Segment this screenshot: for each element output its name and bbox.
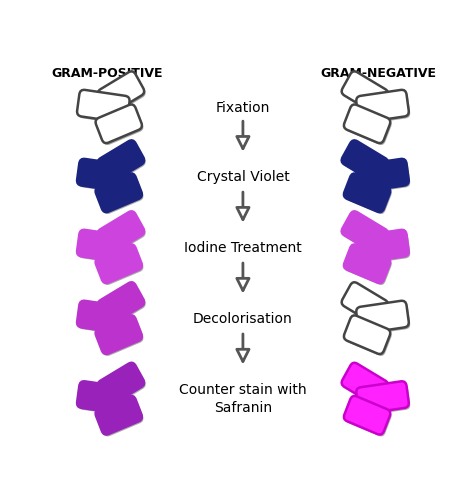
FancyBboxPatch shape [96,315,142,354]
FancyBboxPatch shape [77,159,129,192]
FancyBboxPatch shape [343,73,390,116]
FancyBboxPatch shape [358,383,410,416]
FancyBboxPatch shape [342,71,388,114]
FancyBboxPatch shape [77,381,129,414]
FancyBboxPatch shape [99,284,146,326]
FancyBboxPatch shape [342,363,388,405]
FancyBboxPatch shape [96,173,142,212]
FancyBboxPatch shape [346,107,392,145]
FancyBboxPatch shape [77,230,129,262]
FancyBboxPatch shape [97,107,144,145]
FancyBboxPatch shape [98,211,144,253]
Text: GRAM-NEGATIVE: GRAM-NEGATIVE [321,67,437,81]
FancyBboxPatch shape [96,245,142,283]
FancyBboxPatch shape [358,161,410,193]
FancyBboxPatch shape [342,211,388,253]
FancyBboxPatch shape [99,365,146,407]
FancyBboxPatch shape [358,303,410,335]
FancyBboxPatch shape [342,140,388,182]
FancyBboxPatch shape [343,365,390,407]
FancyBboxPatch shape [97,317,144,356]
Text: Counter stain with
Safranin: Counter stain with Safranin [179,383,307,415]
FancyBboxPatch shape [346,317,392,356]
FancyBboxPatch shape [356,230,409,262]
FancyBboxPatch shape [356,301,409,333]
Text: Fixation: Fixation [216,101,270,115]
FancyBboxPatch shape [343,142,390,184]
FancyBboxPatch shape [97,398,144,436]
FancyBboxPatch shape [96,105,142,143]
FancyBboxPatch shape [79,161,131,193]
Text: Iodine Treatment: Iodine Treatment [184,241,302,254]
FancyBboxPatch shape [346,398,392,436]
FancyBboxPatch shape [96,396,142,435]
FancyBboxPatch shape [98,282,144,324]
FancyBboxPatch shape [356,90,409,123]
FancyBboxPatch shape [344,315,390,354]
FancyBboxPatch shape [79,383,131,416]
FancyBboxPatch shape [346,175,392,214]
FancyBboxPatch shape [99,142,146,184]
FancyBboxPatch shape [344,105,390,143]
FancyBboxPatch shape [358,92,410,124]
FancyBboxPatch shape [342,282,388,324]
FancyBboxPatch shape [346,247,392,285]
Text: Decolorisation: Decolorisation [193,312,293,326]
Text: GRAM-POSITIVE: GRAM-POSITIVE [51,67,163,81]
FancyBboxPatch shape [98,363,144,405]
FancyBboxPatch shape [344,245,390,283]
FancyBboxPatch shape [98,140,144,182]
FancyBboxPatch shape [77,301,129,333]
FancyBboxPatch shape [358,232,410,264]
FancyBboxPatch shape [343,284,390,326]
FancyBboxPatch shape [97,247,144,285]
FancyBboxPatch shape [79,92,131,124]
FancyBboxPatch shape [79,232,131,264]
FancyBboxPatch shape [97,175,144,214]
FancyBboxPatch shape [344,396,390,435]
FancyBboxPatch shape [98,71,144,114]
FancyBboxPatch shape [99,213,146,255]
FancyBboxPatch shape [343,213,390,255]
FancyBboxPatch shape [99,73,146,116]
FancyBboxPatch shape [344,173,390,212]
FancyBboxPatch shape [356,159,409,192]
Text: Crystal Violet: Crystal Violet [197,170,289,184]
FancyBboxPatch shape [77,90,129,123]
FancyBboxPatch shape [356,381,409,414]
FancyBboxPatch shape [79,303,131,335]
